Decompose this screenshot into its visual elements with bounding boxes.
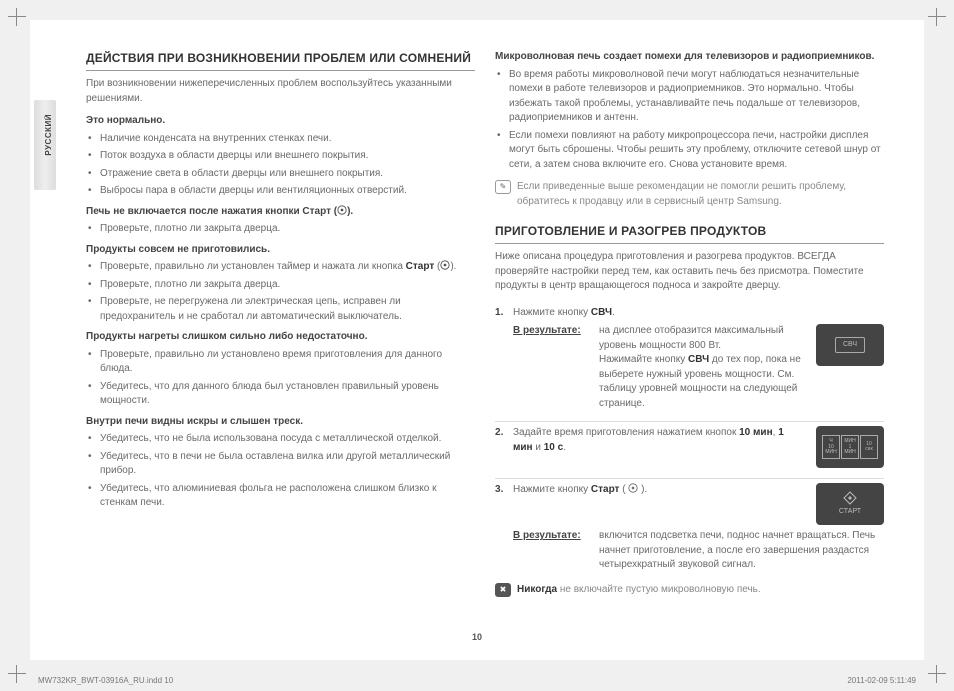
panel-cell: Ч10 МИН — [822, 435, 840, 459]
page: РУССКИЙ ДЕЙСТВИЯ ПРИ ВОЗНИКНОВЕНИИ ПРОБЛ… — [30, 20, 924, 660]
list-item: Проверьте, плотно ли закрыта дверца. — [100, 222, 475, 237]
step-item: Задайте время приготовления нажатием кно… — [495, 421, 884, 468]
start-icon — [628, 483, 638, 493]
crop-mark — [928, 665, 946, 683]
display-panel: Ч10 МИН МИН1 МИН 10 сек — [816, 426, 884, 468]
bullet-list: Проверьте, правильно ли установлено врем… — [86, 348, 475, 409]
list-item: Проверьте, плотно ли закрыта дверца. — [100, 278, 475, 293]
note-text: Если приведенные выше рекомендации не по… — [517, 180, 884, 209]
step-item: Нажмите кнопку СВЧ. В результате: на дис… — [495, 302, 884, 412]
bullet-list: Во время работы микроволновой печи могут… — [495, 68, 884, 173]
sidebar: РУССКИЙ — [30, 20, 66, 660]
start-icon — [440, 260, 450, 270]
result-label: В результате: — [513, 324, 591, 411]
list-item: Убедитесь, что не была использована посу… — [100, 432, 475, 447]
crop-mark — [928, 8, 946, 26]
list-item: Убедитесь, что для данного блюда был уст… — [100, 380, 475, 409]
list-item: Выбросы пара в области дверцы или вентил… — [100, 184, 475, 199]
panel-cell: 10 сек — [860, 435, 878, 459]
list-item: Наличие конденсата на внутренних стенках… — [100, 132, 475, 147]
step-text: Нажмите кнопку СВЧ. — [513, 306, 884, 321]
list-item: Отражение света в области дверцы или вне… — [100, 167, 475, 182]
panel-label: СВЧ — [835, 337, 865, 353]
subheading: Внутри печи видны искры и слышен треск. — [86, 415, 475, 430]
start-icon — [337, 205, 347, 215]
bullet-list: Наличие конденсата на внутренних стенках… — [86, 132, 475, 199]
footer: MW732KR_BWT-03916A_RU.indd 10 2011-02-09… — [30, 676, 924, 685]
page-number: 10 — [472, 632, 482, 642]
intro-text: Ниже описана процедура приготовления и р… — [495, 250, 884, 294]
bullet-list: Проверьте, правильно ли установлен тайме… — [86, 260, 475, 324]
bullet-list: Убедитесь, что не была использована посу… — [86, 432, 475, 511]
display-panel: СВЧ — [816, 324, 884, 366]
language-tab: РУССКИЙ — [42, 110, 55, 160]
subheading: Печь не включается после нажатия кнопки … — [86, 205, 475, 220]
subheading: Продукты совсем не приготовились. — [86, 243, 475, 258]
list-item: Проверьте, правильно ли установлено врем… — [100, 348, 475, 377]
list-item: Проверьте, не перегружена ли электрическ… — [100, 295, 475, 324]
warning-icon: ✖ — [495, 583, 511, 597]
section-heading: ДЕЙСТВИЯ ПРИ ВОЗНИКНОВЕНИИ ПРОБЛЕМ ИЛИ С… — [86, 50, 475, 71]
bullet-list: Проверьте, плотно ли закрыта дверца. — [86, 222, 475, 237]
list-item: Если помехи повлияют на работу микропроц… — [509, 129, 884, 173]
list-item: Поток воздуха в области дверцы или внешн… — [100, 149, 475, 164]
left-column: ДЕЙСТВИЯ ПРИ ВОЗНИКНОВЕНИИ ПРОБЛЕМ ИЛИ С… — [86, 50, 475, 650]
note-icon: ✎ — [495, 180, 511, 194]
list-item: Убедитесь, что в печи не была оставлена … — [100, 450, 475, 479]
result-text: на дисплее отобразится максимальный уров… — [599, 324, 804, 411]
note-text: Никогда не включайте пустую микроволнову… — [517, 583, 761, 598]
panel-label: СТАРТ — [839, 507, 861, 517]
subheading: Продукты нагреты слишком сильно либо нед… — [86, 330, 475, 345]
warning-note: ✖ Никогда не включайте пустую микроволно… — [495, 583, 884, 598]
subheading: Это нормально. — [86, 114, 475, 129]
footer-timestamp: 2011-02-09 5:11:49 — [847, 676, 916, 685]
footer-filename: MW732KR_BWT-03916A_RU.indd 10 — [38, 676, 173, 685]
intro-text: При возникновении нижеперечисленных проб… — [86, 77, 475, 106]
content-columns: ДЕЙСТВИЯ ПРИ ВОЗНИКНОВЕНИИ ПРОБЛЕМ ИЛИ С… — [66, 20, 924, 660]
step-item: Нажмите кнопку Старт ( ). СТАРТ В резуль… — [495, 478, 884, 573]
list-item: Проверьте, правильно ли установлен тайме… — [100, 260, 475, 275]
result-text: включится подсветка печи, поднос начнет … — [599, 529, 884, 573]
crop-mark — [8, 8, 26, 26]
steps-list: Нажмите кнопку СВЧ. В результате: на дис… — [495, 302, 884, 573]
panel-cell: МИН1 МИН — [841, 435, 859, 459]
start-icon — [843, 491, 857, 505]
crop-mark — [8, 665, 26, 683]
list-item: Во время работы микроволновой печи могут… — [509, 68, 884, 126]
display-panel: СТАРТ — [816, 483, 884, 525]
right-column: Микроволновая печь создает помехи для те… — [495, 50, 884, 650]
subheading: Микроволновая печь создает помехи для те… — [495, 50, 884, 65]
step-text: Задайте время приготовления нажатием кно… — [513, 426, 804, 468]
note: ✎ Если приведенные выше рекомендации не … — [495, 180, 884, 209]
step-text: Нажмите кнопку Старт ( ). — [513, 483, 804, 525]
result-label: В результате: — [513, 529, 591, 573]
list-item: Убедитесь, что алюминиевая фольга не рас… — [100, 482, 475, 511]
section-heading: ПРИГОТОВЛЕНИЕ И РАЗОГРЕВ ПРОДУКТОВ — [495, 223, 884, 244]
